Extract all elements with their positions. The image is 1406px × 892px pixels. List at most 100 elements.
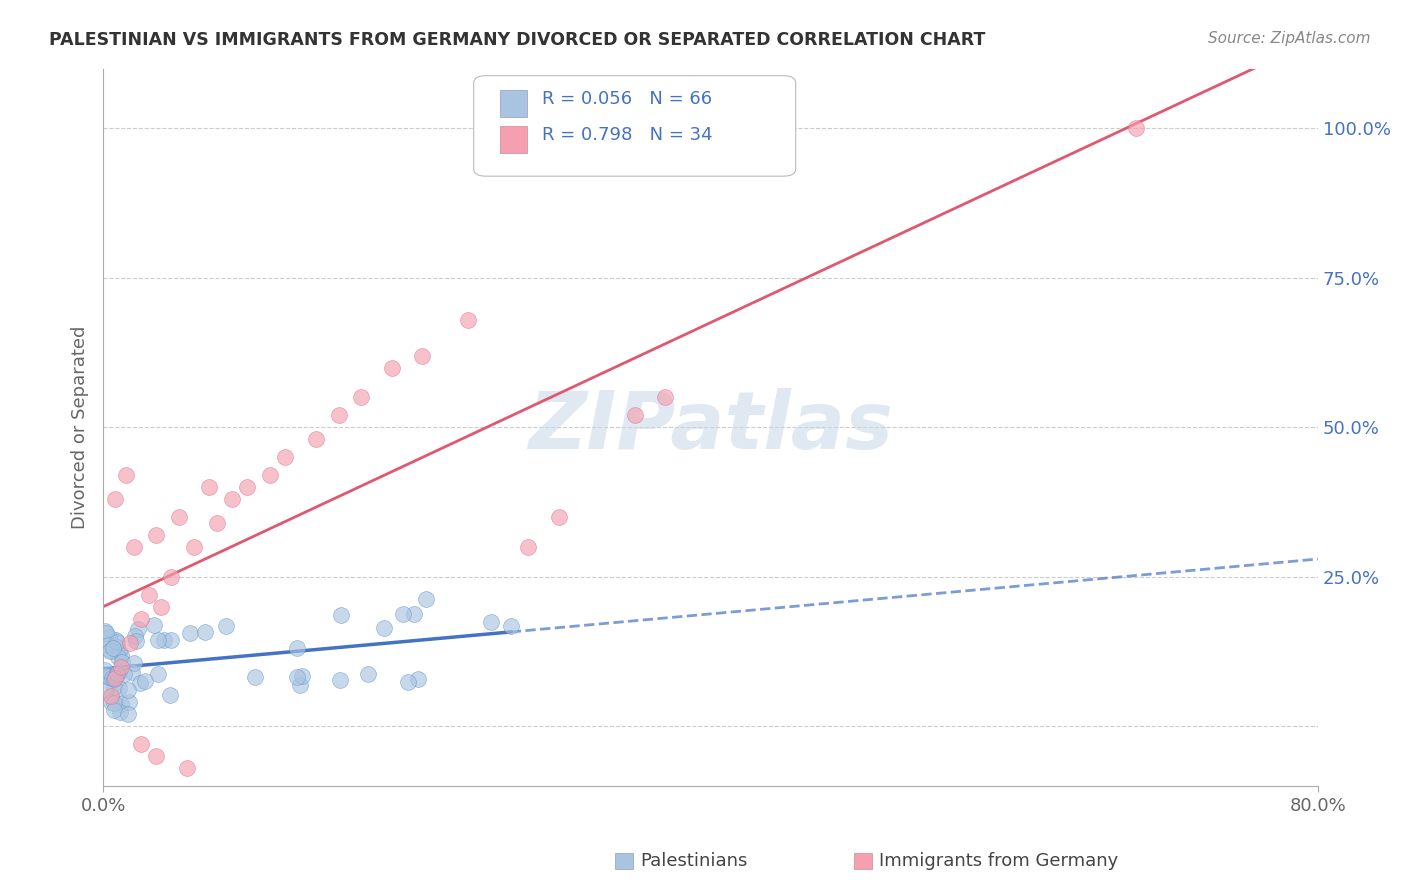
Point xyxy=(517,540,540,554)
Point xyxy=(103,696,125,710)
Point xyxy=(381,360,404,375)
Point xyxy=(107,649,129,664)
Point xyxy=(396,674,419,689)
Point xyxy=(115,468,138,483)
Point xyxy=(118,695,141,709)
Point xyxy=(111,655,134,669)
Point xyxy=(107,644,129,658)
Point xyxy=(392,607,415,621)
Text: ZIPatlas: ZIPatlas xyxy=(529,388,893,467)
Point xyxy=(104,672,127,686)
Text: R = 0.798   N = 34: R = 0.798 N = 34 xyxy=(541,126,713,144)
Point xyxy=(108,665,131,680)
Point xyxy=(194,625,217,640)
Point xyxy=(105,632,128,647)
Point xyxy=(153,632,176,647)
Point xyxy=(110,697,132,711)
Point xyxy=(328,409,350,423)
Point xyxy=(98,630,121,644)
Point xyxy=(98,643,121,657)
Point xyxy=(97,639,120,653)
Point xyxy=(124,629,146,643)
Point xyxy=(205,516,228,530)
Point xyxy=(259,468,281,483)
Point xyxy=(654,391,676,405)
FancyBboxPatch shape xyxy=(501,126,527,153)
Point xyxy=(129,675,152,690)
Point xyxy=(159,688,181,702)
Point xyxy=(97,670,120,684)
Point xyxy=(373,621,395,635)
Point xyxy=(356,667,378,681)
Point xyxy=(499,619,522,633)
Point xyxy=(415,591,437,606)
Point xyxy=(108,681,131,695)
Point xyxy=(411,349,433,363)
Point xyxy=(402,607,425,622)
Point xyxy=(145,749,167,764)
Point xyxy=(160,633,183,648)
Point xyxy=(101,641,124,656)
Point xyxy=(457,312,479,326)
Point xyxy=(94,669,117,683)
Point xyxy=(107,666,129,681)
Point xyxy=(103,680,125,694)
Point xyxy=(274,450,297,465)
Text: PALESTINIAN VS IMMIGRANTS FROM GERMANY DIVORCED OR SEPARATED CORRELATION CHART: PALESTINIAN VS IMMIGRANTS FROM GERMANY D… xyxy=(49,31,986,49)
Point xyxy=(198,480,221,494)
Point xyxy=(623,409,645,423)
Y-axis label: Divorced or Separated: Divorced or Separated xyxy=(72,326,89,529)
Point xyxy=(105,635,128,649)
Text: Palestinians: Palestinians xyxy=(640,852,748,870)
Point xyxy=(481,615,503,629)
Point xyxy=(104,492,127,507)
Point xyxy=(236,480,259,494)
Point xyxy=(122,540,145,554)
Point xyxy=(167,510,190,524)
Point xyxy=(179,625,201,640)
Point xyxy=(100,644,122,658)
Point xyxy=(129,737,152,751)
Point xyxy=(108,705,131,719)
Point xyxy=(146,667,169,681)
Point xyxy=(143,617,166,632)
Point xyxy=(183,540,205,554)
Point xyxy=(134,673,156,688)
Point xyxy=(149,599,172,614)
Point xyxy=(93,664,115,678)
Point xyxy=(547,510,569,524)
Point xyxy=(96,626,118,640)
Point xyxy=(129,612,152,626)
Point xyxy=(245,670,267,684)
Point xyxy=(291,668,314,682)
Point xyxy=(176,761,198,775)
Point xyxy=(100,690,122,704)
Point xyxy=(100,695,122,709)
Point xyxy=(100,671,122,685)
Point xyxy=(215,618,238,632)
Point xyxy=(125,634,148,648)
Point xyxy=(93,683,115,698)
Point xyxy=(285,670,308,684)
Point xyxy=(350,391,373,405)
Point xyxy=(145,528,167,542)
Point xyxy=(138,588,160,602)
Point xyxy=(285,641,308,656)
Point xyxy=(146,632,169,647)
Point xyxy=(290,678,312,692)
FancyBboxPatch shape xyxy=(501,90,527,118)
Point xyxy=(1125,121,1147,136)
Point xyxy=(122,656,145,670)
Point xyxy=(103,703,125,717)
Point xyxy=(305,432,328,446)
Point xyxy=(94,624,117,638)
Point xyxy=(105,640,128,654)
Point xyxy=(110,648,132,662)
Point xyxy=(127,622,149,636)
Point xyxy=(110,659,132,673)
Point xyxy=(105,667,128,681)
Text: Immigrants from Germany: Immigrants from Germany xyxy=(879,852,1119,870)
Text: R = 0.056   N = 66: R = 0.056 N = 66 xyxy=(541,90,711,108)
Point xyxy=(120,635,142,649)
Point xyxy=(121,665,143,679)
